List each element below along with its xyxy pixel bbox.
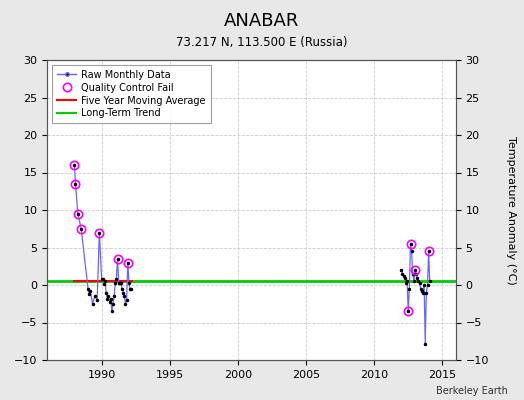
Text: Berkeley Earth: Berkeley Earth — [436, 386, 508, 396]
Legend: Raw Monthly Data, Quality Control Fail, Five Year Moving Average, Long-Term Tren: Raw Monthly Data, Quality Control Fail, … — [52, 65, 211, 123]
Y-axis label: Temperature Anomaly (°C): Temperature Anomaly (°C) — [506, 136, 516, 284]
Text: ANABAR: ANABAR — [224, 12, 300, 30]
Text: 73.217 N, 113.500 E (Russia): 73.217 N, 113.500 E (Russia) — [176, 36, 348, 49]
